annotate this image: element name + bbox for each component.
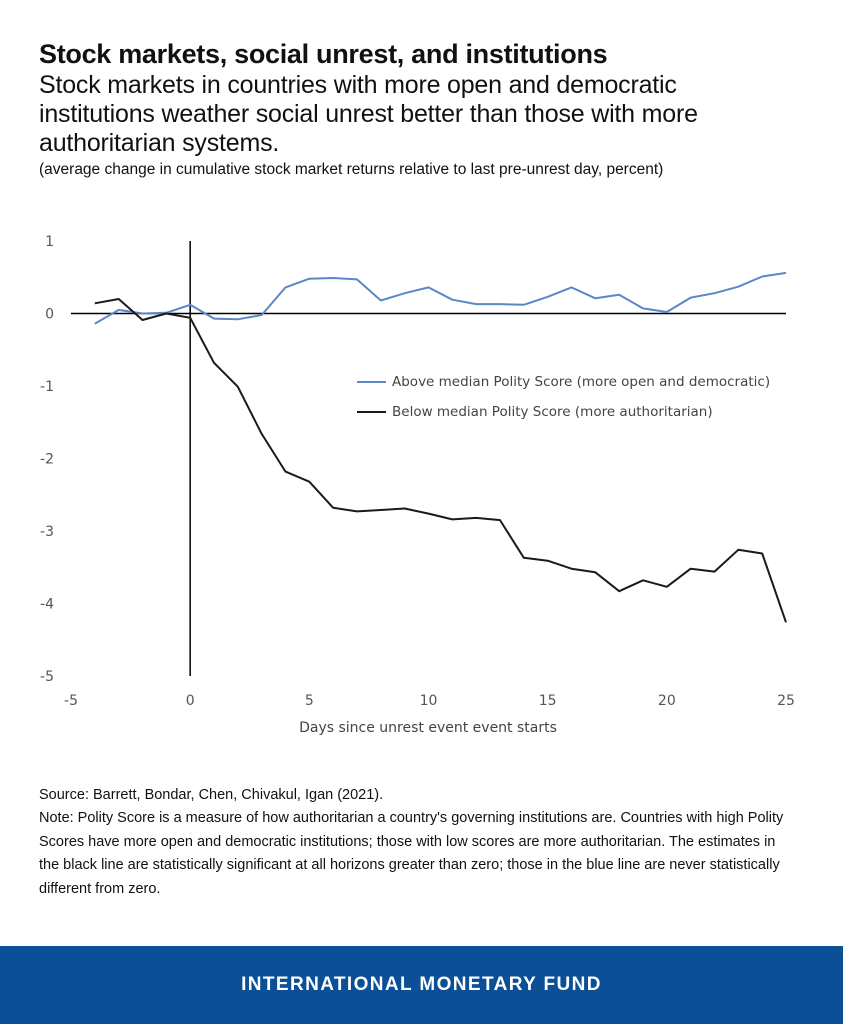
x-tick-label: 10: [420, 693, 438, 709]
chart-title: Stock markets, social unrest, and instit…: [39, 39, 608, 69]
x-tick-label: 15: [539, 693, 557, 709]
x-tick-label: 20: [658, 693, 676, 709]
axes: [71, 241, 786, 676]
line-chart: 10-1-2-3-4-5 -5 0 5 10 15 20 25 Above median P…: [40, 234, 795, 736]
legend: Above median Polity Score (more open and…: [357, 374, 770, 420]
y-tick-label: -3: [40, 524, 54, 540]
x-tick-label: -5: [64, 693, 78, 709]
chart-units-note: (average change in cumulative stock mark…: [39, 161, 664, 178]
source-note: Source: Barrett, Bondar, Chen, Chivakul,…: [39, 787, 384, 803]
series-line-below-median: [94, 298, 787, 623]
y-tick-label: 1: [45, 234, 54, 250]
y-tick-label: -1: [40, 379, 54, 395]
footer-label: INTERNATIONAL MONETARY FUND: [241, 974, 602, 995]
x-tick-label: 0: [186, 693, 195, 709]
y-tick-label: -5: [40, 669, 54, 685]
y-tick-label: -4: [40, 597, 54, 613]
x-axis-title: Days since unrest event event starts: [299, 720, 557, 736]
y-tick-labels: 1 0 -1 -2 -3 -4 -5: [40, 234, 54, 685]
footer-banner: INTERNATIONAL MONETARY FUND: [0, 946, 843, 1024]
methodology-note: Note: Polity Score is a measure of how a…: [39, 810, 784, 897]
series-line-above-median: [94, 271, 787, 325]
y-tick-label: 0: [45, 307, 54, 323]
x-tick-label: 25: [777, 693, 795, 709]
y-tick-label: -2: [40, 452, 54, 468]
chart-subtitle: Stock markets in countries with more ope…: [39, 71, 698, 157]
x-tick-labels: -5 0 5 10 15 20 25: [64, 693, 795, 709]
legend-label: Below median Polity Score (more authorit…: [392, 404, 713, 420]
x-tick-label: 5: [305, 693, 314, 709]
series-lines: [94, 271, 787, 623]
legend-label: Above median Polity Score (more open and…: [392, 374, 770, 390]
